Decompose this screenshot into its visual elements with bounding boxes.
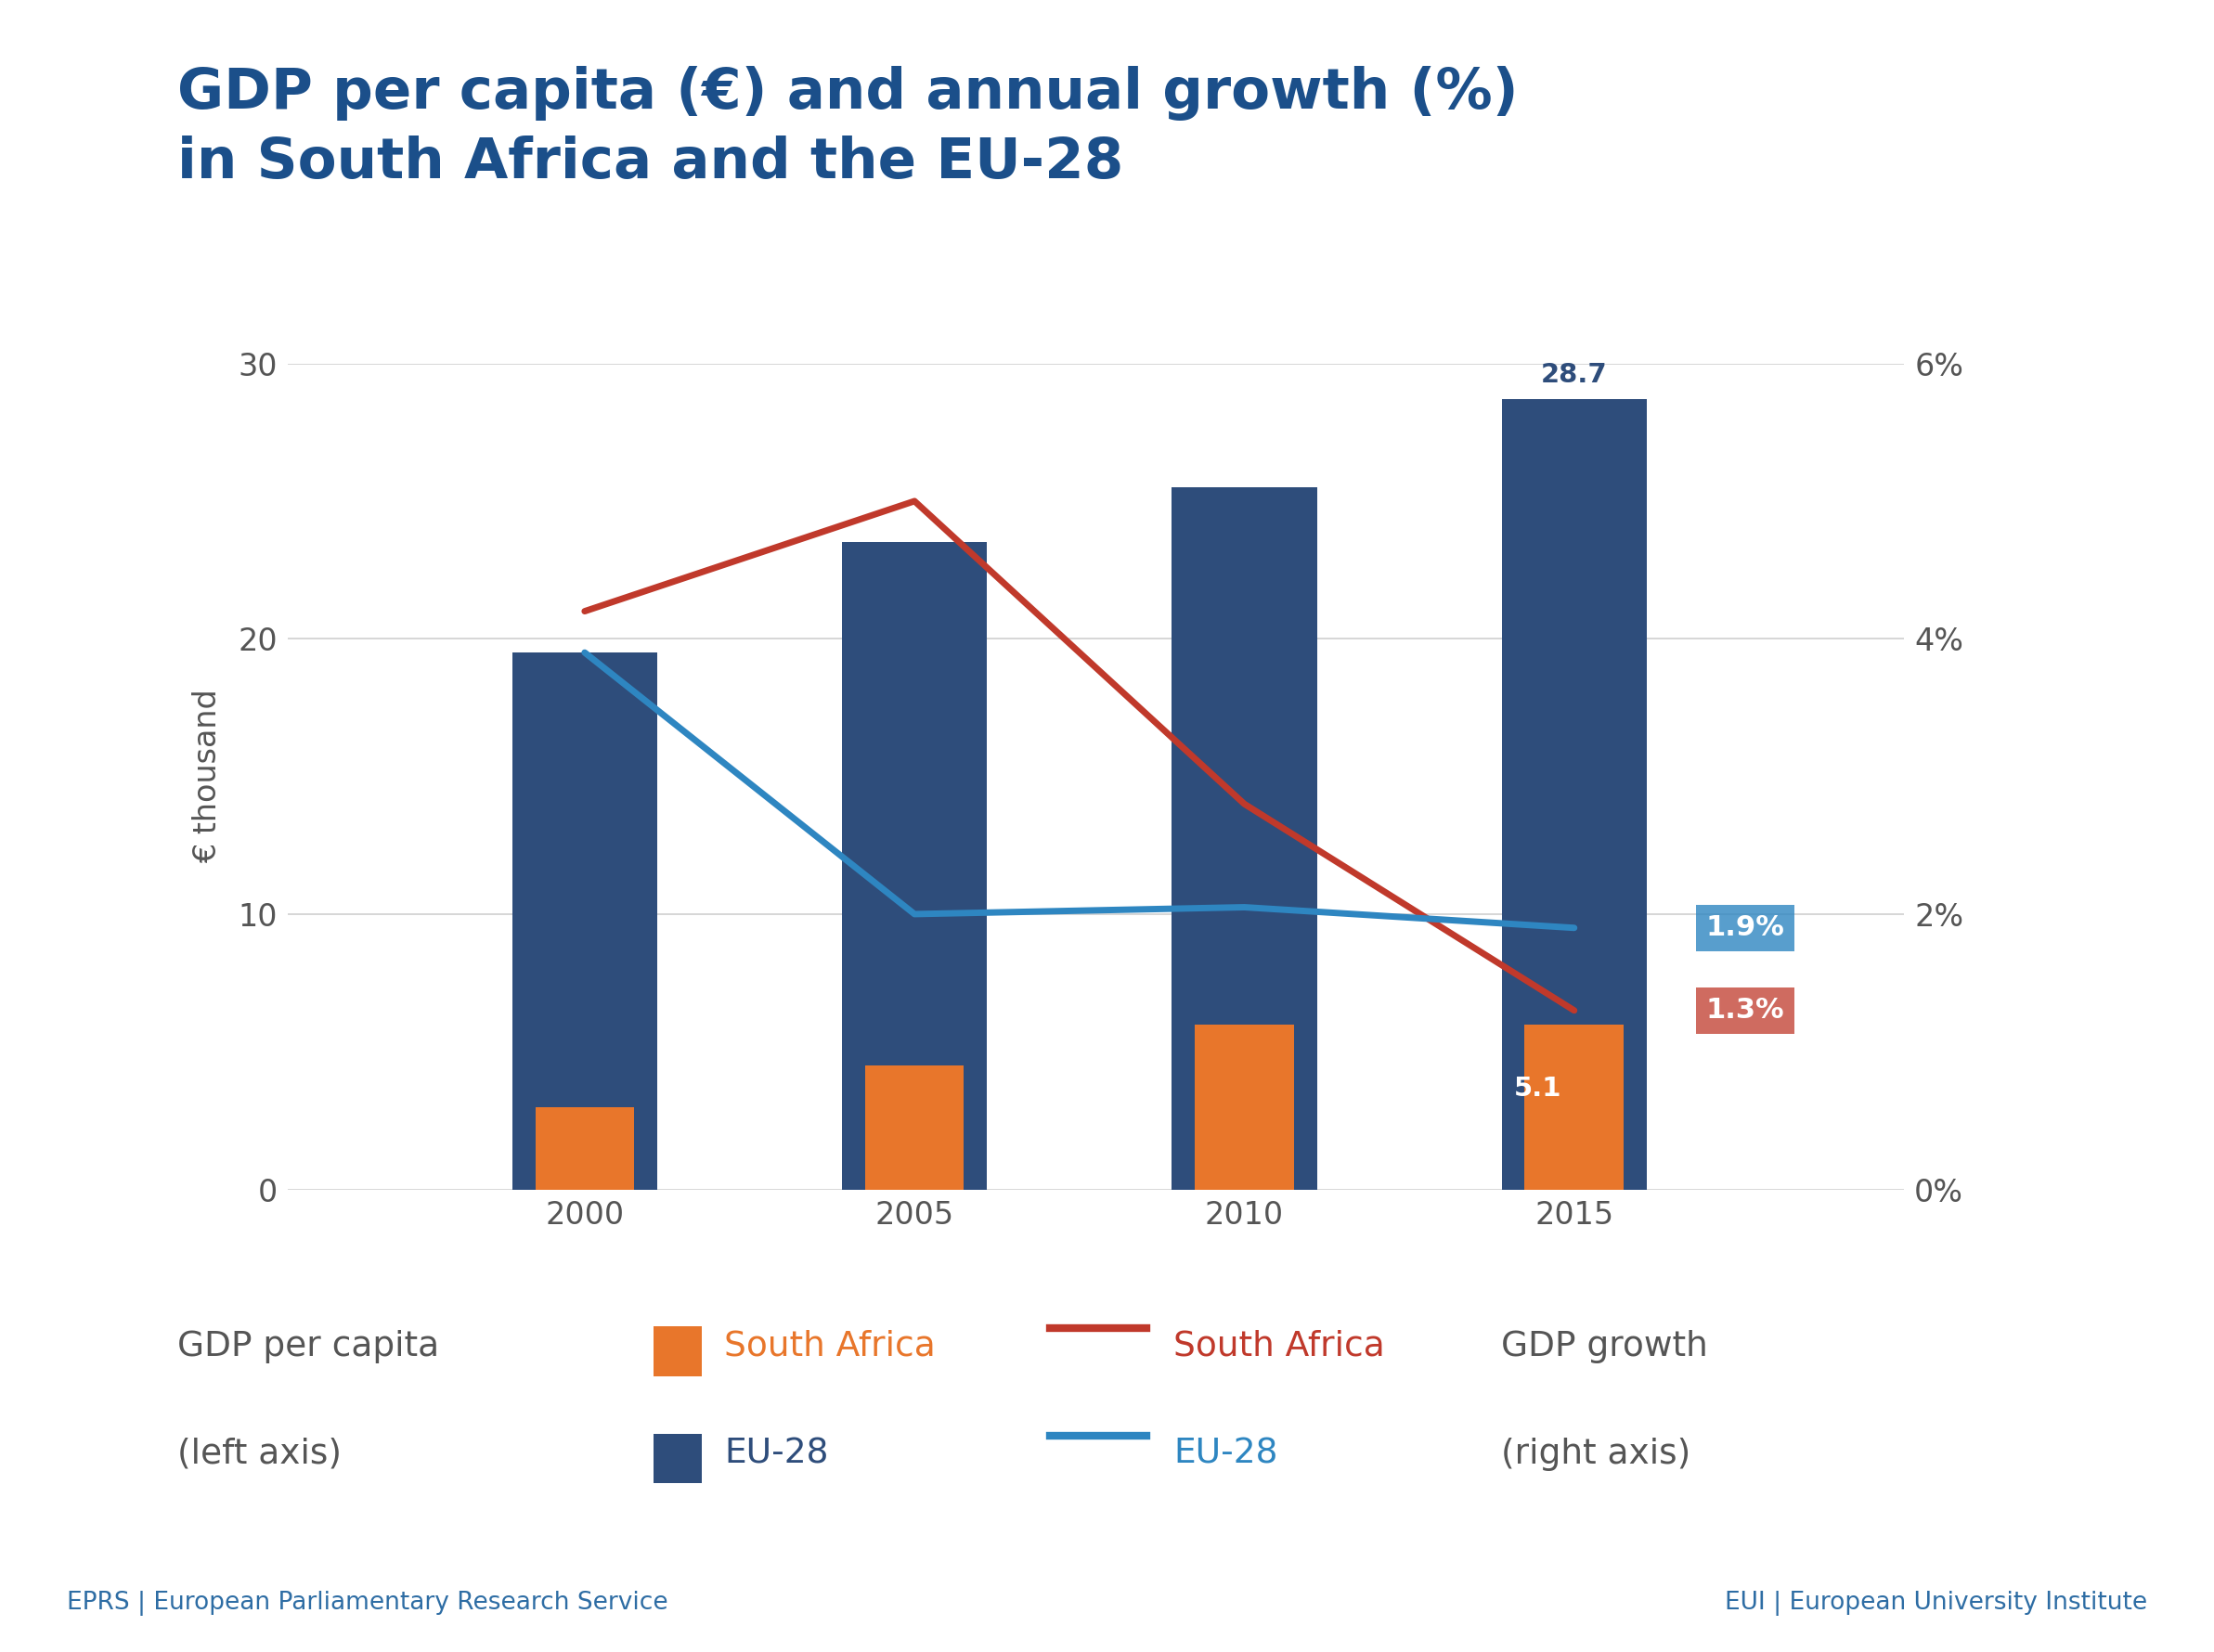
- Bar: [1196, 1024, 1293, 1189]
- Text: (left axis): (left axis): [177, 1437, 341, 1470]
- Text: EU-28: EU-28: [1173, 1437, 1277, 1470]
- Text: 28.7: 28.7: [1541, 362, 1607, 388]
- Bar: [1501, 400, 1647, 1189]
- Text: South Africa: South Africa: [1173, 1330, 1384, 1363]
- Text: EPRS | European Parliamentary Research Service: EPRS | European Parliamentary Research S…: [66, 1591, 669, 1616]
- Text: EUI | European University Institute: EUI | European University Institute: [1725, 1591, 2148, 1616]
- Bar: [1171, 487, 1317, 1189]
- Text: 5.1: 5.1: [1514, 1075, 1561, 1102]
- Text: South Africa: South Africa: [724, 1330, 934, 1363]
- Text: 1.3%: 1.3%: [1707, 998, 1784, 1024]
- Bar: [866, 1066, 963, 1189]
- Text: GDP growth: GDP growth: [1501, 1330, 1707, 1363]
- Text: GDP per capita: GDP per capita: [177, 1330, 438, 1363]
- Bar: [536, 1107, 633, 1189]
- Y-axis label: € thousand: € thousand: [193, 689, 221, 864]
- Text: GDP per capita (€) and annual growth (%)
in South Africa and the EU-28: GDP per capita (€) and annual growth (%)…: [177, 66, 1519, 190]
- Bar: [1525, 1024, 1623, 1189]
- Bar: [841, 542, 987, 1189]
- Text: (right axis): (right axis): [1501, 1437, 1691, 1470]
- Text: EU-28: EU-28: [724, 1437, 828, 1470]
- Bar: [511, 653, 658, 1189]
- Text: 1.9%: 1.9%: [1707, 915, 1784, 942]
